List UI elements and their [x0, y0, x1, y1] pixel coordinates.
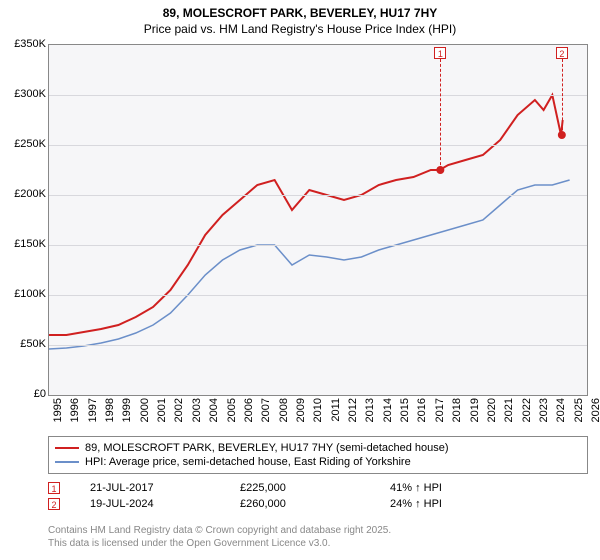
legend-swatch — [55, 461, 79, 463]
annotation-delta: 41% ↑ HPI — [390, 482, 510, 494]
x-axis-label: 2000 — [139, 398, 151, 422]
marker-label: 1 — [434, 47, 446, 59]
x-axis-label: 2004 — [208, 398, 220, 422]
gridline — [49, 245, 587, 246]
annotation-marker: 1 — [48, 482, 60, 494]
x-axis-label: 2022 — [521, 398, 533, 422]
x-axis-label: 1999 — [121, 398, 133, 422]
x-axis-label: 2018 — [451, 398, 463, 422]
x-axis-label: 2017 — [434, 398, 446, 422]
annotation-marker: 2 — [48, 498, 60, 510]
chart-container: 89, MOLESCROFT PARK, BEVERLEY, HU17 7HY … — [0, 0, 600, 560]
legend-box: 89, MOLESCROFT PARK, BEVERLEY, HU17 7HY … — [48, 436, 588, 474]
y-axis-label: £0 — [2, 388, 46, 400]
x-axis-label: 2024 — [555, 398, 567, 422]
x-axis-label: 2025 — [573, 398, 585, 422]
legend-swatch — [55, 447, 79, 449]
x-axis-label: 2010 — [312, 398, 324, 422]
annotation-price: £260,000 — [240, 498, 360, 510]
legend-item: 89, MOLESCROFT PARK, BEVERLEY, HU17 7HY … — [55, 441, 581, 455]
annotation-delta: 24% ↑ HPI — [390, 498, 510, 510]
gridline — [49, 95, 587, 96]
marker-guideline — [440, 59, 441, 170]
x-axis-label: 2007 — [260, 398, 272, 422]
x-axis-label: 2008 — [278, 398, 290, 422]
y-axis-label: £50K — [2, 338, 46, 350]
title-subtitle: Price paid vs. HM Land Registry's House … — [0, 22, 600, 36]
x-axis-label: 2013 — [364, 398, 376, 422]
y-axis-label: £350K — [2, 38, 46, 50]
series-line-price_paid — [49, 95, 563, 335]
chart-svg — [49, 45, 587, 395]
footer-line: Contains HM Land Registry data © Crown c… — [48, 524, 391, 537]
x-axis-label: 2021 — [503, 398, 515, 422]
y-axis-label: £150K — [2, 238, 46, 250]
x-axis-label: 2005 — [226, 398, 238, 422]
annotation-row: 2 19-JUL-2024 £260,000 24% ↑ HPI — [48, 496, 588, 512]
footer-line: This data is licensed under the Open Gov… — [48, 537, 391, 550]
x-axis-label: 2002 — [173, 398, 185, 422]
x-axis-label: 2020 — [486, 398, 498, 422]
x-axis-label: 2014 — [382, 398, 394, 422]
y-axis-label: £200K — [2, 188, 46, 200]
annotation-table: 1 21-JUL-2017 £225,000 41% ↑ HPI 2 19-JU… — [48, 480, 588, 512]
x-axis-label: 1996 — [69, 398, 81, 422]
legend-item: HPI: Average price, semi-detached house,… — [55, 455, 581, 469]
chart-plot-area: 12 — [48, 44, 588, 396]
y-axis-label: £300K — [2, 88, 46, 100]
x-axis-label: 2006 — [243, 398, 255, 422]
series-line-hpi — [49, 180, 570, 349]
x-axis-label: 2009 — [295, 398, 307, 422]
annotation-row: 1 21-JUL-2017 £225,000 41% ↑ HPI — [48, 480, 588, 496]
x-axis-label: 2001 — [156, 398, 168, 422]
annotation-price: £225,000 — [240, 482, 360, 494]
gridline — [49, 345, 587, 346]
marker-guideline — [562, 59, 563, 135]
x-axis-label: 1998 — [104, 398, 116, 422]
title-address: 89, MOLESCROFT PARK, BEVERLEY, HU17 7HY — [0, 6, 600, 20]
y-axis-label: £250K — [2, 138, 46, 150]
x-axis-label: 2015 — [399, 398, 411, 422]
gridline — [49, 145, 587, 146]
annotation-date: 19-JUL-2024 — [90, 498, 210, 510]
x-axis-label: 2023 — [538, 398, 550, 422]
x-axis-label: 1995 — [52, 398, 64, 422]
x-axis-label: 1997 — [87, 398, 99, 422]
legend-label: 89, MOLESCROFT PARK, BEVERLEY, HU17 7HY … — [85, 442, 449, 454]
x-axis-label: 2026 — [590, 398, 600, 422]
title-block: 89, MOLESCROFT PARK, BEVERLEY, HU17 7HY … — [0, 0, 600, 36]
x-axis-label: 2003 — [191, 398, 203, 422]
legend-label: HPI: Average price, semi-detached house,… — [85, 456, 411, 468]
annotation-date: 21-JUL-2017 — [90, 482, 210, 494]
x-axis-label: 2011 — [330, 398, 342, 422]
marker-label: 2 — [556, 47, 568, 59]
x-axis-label: 2019 — [469, 398, 481, 422]
x-axis-label: 2016 — [416, 398, 428, 422]
x-axis-label: 2012 — [347, 398, 359, 422]
y-axis-label: £100K — [2, 288, 46, 300]
gridline — [49, 295, 587, 296]
gridline — [49, 195, 587, 196]
footer-attribution: Contains HM Land Registry data © Crown c… — [48, 524, 391, 550]
